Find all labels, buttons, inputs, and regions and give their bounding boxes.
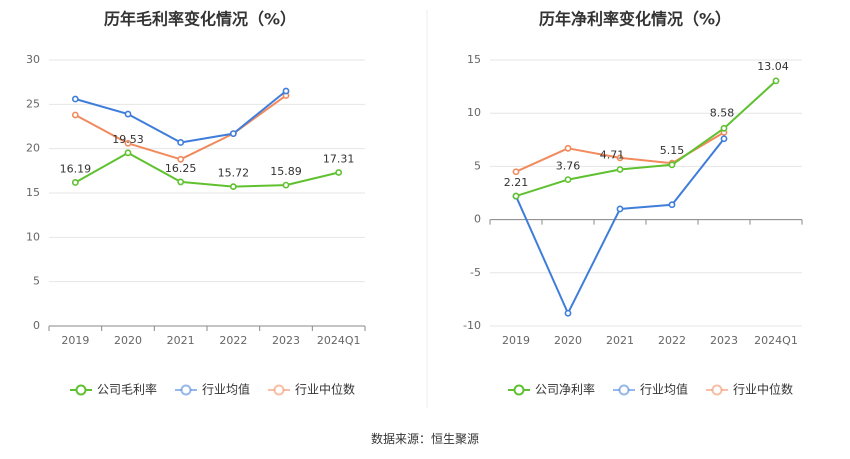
data-point[interactable]: [720, 135, 728, 143]
data-point[interactable]: [71, 95, 79, 103]
series-line: [515, 138, 725, 315]
data-label: 3.76: [556, 160, 581, 173]
y-tick-label: 10: [26, 230, 40, 243]
data-label: 2.21: [504, 176, 529, 189]
data-point[interactable]: [177, 139, 185, 146]
data-label: 8.58: [710, 106, 735, 119]
x-tick-label: 2019: [61, 334, 89, 347]
x-tick-label: 2024Q1: [754, 334, 798, 347]
data-point[interactable]: [668, 201, 676, 209]
x-tick-label: 2023: [272, 334, 300, 347]
data-label: 16.25: [165, 162, 197, 175]
data-label: 15.72: [218, 167, 250, 180]
data-point[interactable]: [564, 309, 572, 317]
x-tick-label: 2022: [219, 334, 247, 347]
data-label: 13.04: [757, 60, 789, 73]
legend-item[interactable]: 行业均值: [613, 382, 688, 397]
data-label: 16.19: [60, 162, 92, 175]
data-point[interactable]: [124, 139, 132, 147]
x-tick-label: 2024Q1: [317, 334, 361, 347]
data-label: 19.53: [112, 133, 144, 146]
x-tick-label: 2019: [502, 334, 530, 347]
y-tick-label: 5: [474, 159, 481, 172]
chart-title: 历年净利率变化情况（%）: [539, 10, 731, 29]
data-point[interactable]: [229, 130, 237, 137]
data-point[interactable]: [512, 168, 520, 176]
chart-title: 历年毛利率变化情况（%）: [104, 10, 296, 29]
x-tick-label: 2021: [606, 334, 634, 347]
y-tick-label: 30: [26, 53, 40, 66]
data-point[interactable]: [282, 87, 290, 95]
legend-item[interactable]: 公司毛利率: [70, 382, 157, 397]
y-tick-label: 10: [467, 106, 481, 119]
y-tick-label: 0: [474, 213, 481, 226]
data-label: 4.71: [600, 148, 625, 161]
legend-label: 行业均值: [640, 382, 688, 397]
y-tick-label: 15: [467, 53, 481, 66]
y-tick-label: 25: [26, 97, 40, 110]
data-point[interactable]: [282, 181, 290, 189]
legend-item[interactable]: 行业中位数: [706, 382, 793, 397]
series-line: [515, 80, 777, 198]
legend-item[interactable]: 公司净利率: [508, 382, 595, 397]
y-tick-label: -5: [470, 266, 481, 279]
legend-marker: [618, 384, 630, 396]
data-point[interactable]: [564, 176, 572, 183]
legend-marker: [273, 384, 285, 396]
net-margin-chart: 历年净利率变化情况（%） -10 -5 0 5 10 15 2019 2020 2021 2022 2…: [463, 10, 803, 397]
series-line: [74, 94, 287, 161]
data-point[interactable]: [229, 183, 237, 191]
legend-item[interactable]: 行业均值: [175, 382, 250, 397]
y-tick-label: -10: [463, 319, 481, 332]
y-tick-label: 20: [26, 142, 40, 155]
legend-label: 公司净利率: [535, 382, 595, 397]
legend-marker: [180, 384, 192, 396]
data-point[interactable]: [71, 179, 79, 186]
data-point[interactable]: [564, 144, 572, 152]
legend-label: 公司毛利率: [97, 382, 157, 397]
gross-margin-chart: 历年毛利率变化情况（%） 0 5 10 15 20 25 30 2019 2020 2021 2022…: [26, 10, 366, 397]
data-point[interactable]: [616, 205, 624, 213]
data-point[interactable]: [772, 77, 780, 85]
data-label: 17.31: [323, 153, 355, 166]
data-label: 15.89: [270, 165, 302, 178]
legend-marker: [513, 384, 525, 396]
legend-label: 行业中位数: [733, 382, 793, 397]
data-point[interactable]: [616, 166, 624, 173]
x-tick-label: 2021: [167, 334, 195, 347]
data-point[interactable]: [720, 124, 728, 132]
y-tick-label: 5: [33, 275, 40, 288]
x-tick-label: 2020: [554, 334, 582, 347]
series-line: [75, 90, 287, 144]
legend-label: 行业中位数: [295, 382, 355, 397]
data-point[interactable]: [124, 110, 132, 118]
x-tick-label: 2020: [114, 334, 142, 347]
legend-marker: [711, 384, 723, 396]
data-point[interactable]: [177, 178, 185, 186]
legend-item[interactable]: 行业中位数: [268, 382, 355, 397]
data-point[interactable]: [124, 149, 132, 157]
source-note: 数据来源：恒生聚源: [371, 431, 479, 446]
x-tick-label: 2022: [658, 334, 686, 347]
data-point[interactable]: [177, 155, 185, 163]
series-line: [74, 151, 339, 188]
data-point[interactable]: [616, 154, 624, 162]
data-point[interactable]: [335, 169, 343, 176]
x-tick-label: 2023: [710, 334, 738, 347]
data-point[interactable]: [71, 111, 79, 119]
data-point[interactable]: [512, 192, 520, 200]
legend-label: 行业均值: [202, 382, 250, 397]
y-tick-label: 0: [33, 319, 40, 332]
data-point[interactable]: [668, 161, 676, 169]
y-tick-label: 15: [26, 186, 40, 199]
data-label: 5.15: [660, 144, 685, 157]
legend-marker: [75, 384, 87, 396]
